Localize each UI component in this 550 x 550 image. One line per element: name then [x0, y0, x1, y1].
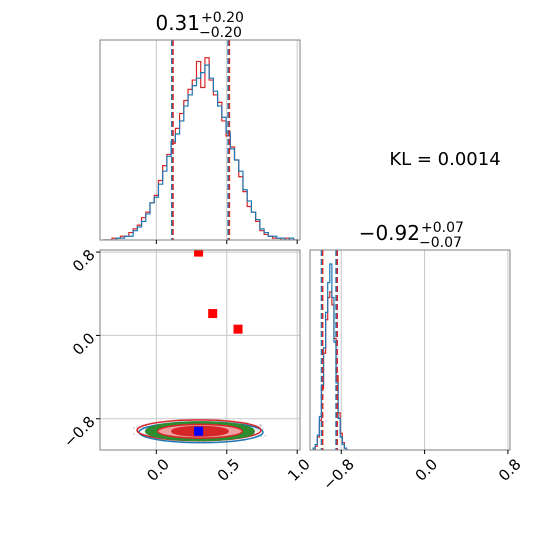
- sample-point: [259, 423, 262, 426]
- marker-red-square: [194, 250, 204, 257]
- histogram-param2-series-a: [312, 263, 349, 450]
- marker-blue-square: [194, 426, 204, 436]
- param2-title: −0.92: [359, 221, 420, 245]
- tick-label-param2-y: 0.0: [69, 329, 99, 359]
- tick-label-param2-x: 0.0: [412, 455, 442, 485]
- tick-label-param2-x: 0.8: [495, 455, 525, 485]
- histogram-param2-series-b: [313, 291, 349, 450]
- param1-title-sup: +0.20: [201, 10, 244, 26]
- sample-point: [264, 434, 267, 437]
- scatter-panel: 0.0 0.5 1.0 −0.8 0.0 0.8: [60, 246, 314, 485]
- param2-title-sup: +0.07: [421, 220, 464, 236]
- tick-label-param1-x: 1.0: [284, 455, 314, 485]
- param1-title-sub: −0.20: [199, 25, 242, 41]
- marker-red-square: [233, 324, 243, 334]
- sample-point: [133, 432, 136, 435]
- tick-label-param2-y: 0.8: [69, 246, 99, 276]
- param2-title-sub: −0.07: [419, 235, 462, 251]
- histogram-param2-frame: [309, 249, 511, 451]
- tick-label-param2-x: −0.8: [319, 455, 357, 493]
- sample-point: [256, 429, 259, 432]
- histogram-param1-panel: 0.31 +0.20 −0.20: [99, 10, 301, 244]
- histogram-param1-frame: [99, 39, 301, 241]
- histogram-param1-series-a: [103, 64, 298, 240]
- param1-title: 0.31: [155, 11, 200, 35]
- sample-point: [133, 427, 135, 430]
- tick-label-param1-x: 0.0: [143, 455, 173, 485]
- histogram-param1-series-b: [103, 57, 298, 240]
- scatter-panel-frame: [99, 249, 301, 451]
- tick-label-param2-y: −0.8: [60, 413, 98, 451]
- kl-annotation: KL = 0.0014: [389, 149, 500, 170]
- tick-label-param1-x: 0.5: [214, 455, 244, 485]
- marker-red-square: [208, 309, 218, 319]
- histogram-param2-panel: −0.8 0.0 0.8 −0.92 +0.07 −0.07: [309, 220, 525, 494]
- sample-point: [136, 426, 139, 428]
